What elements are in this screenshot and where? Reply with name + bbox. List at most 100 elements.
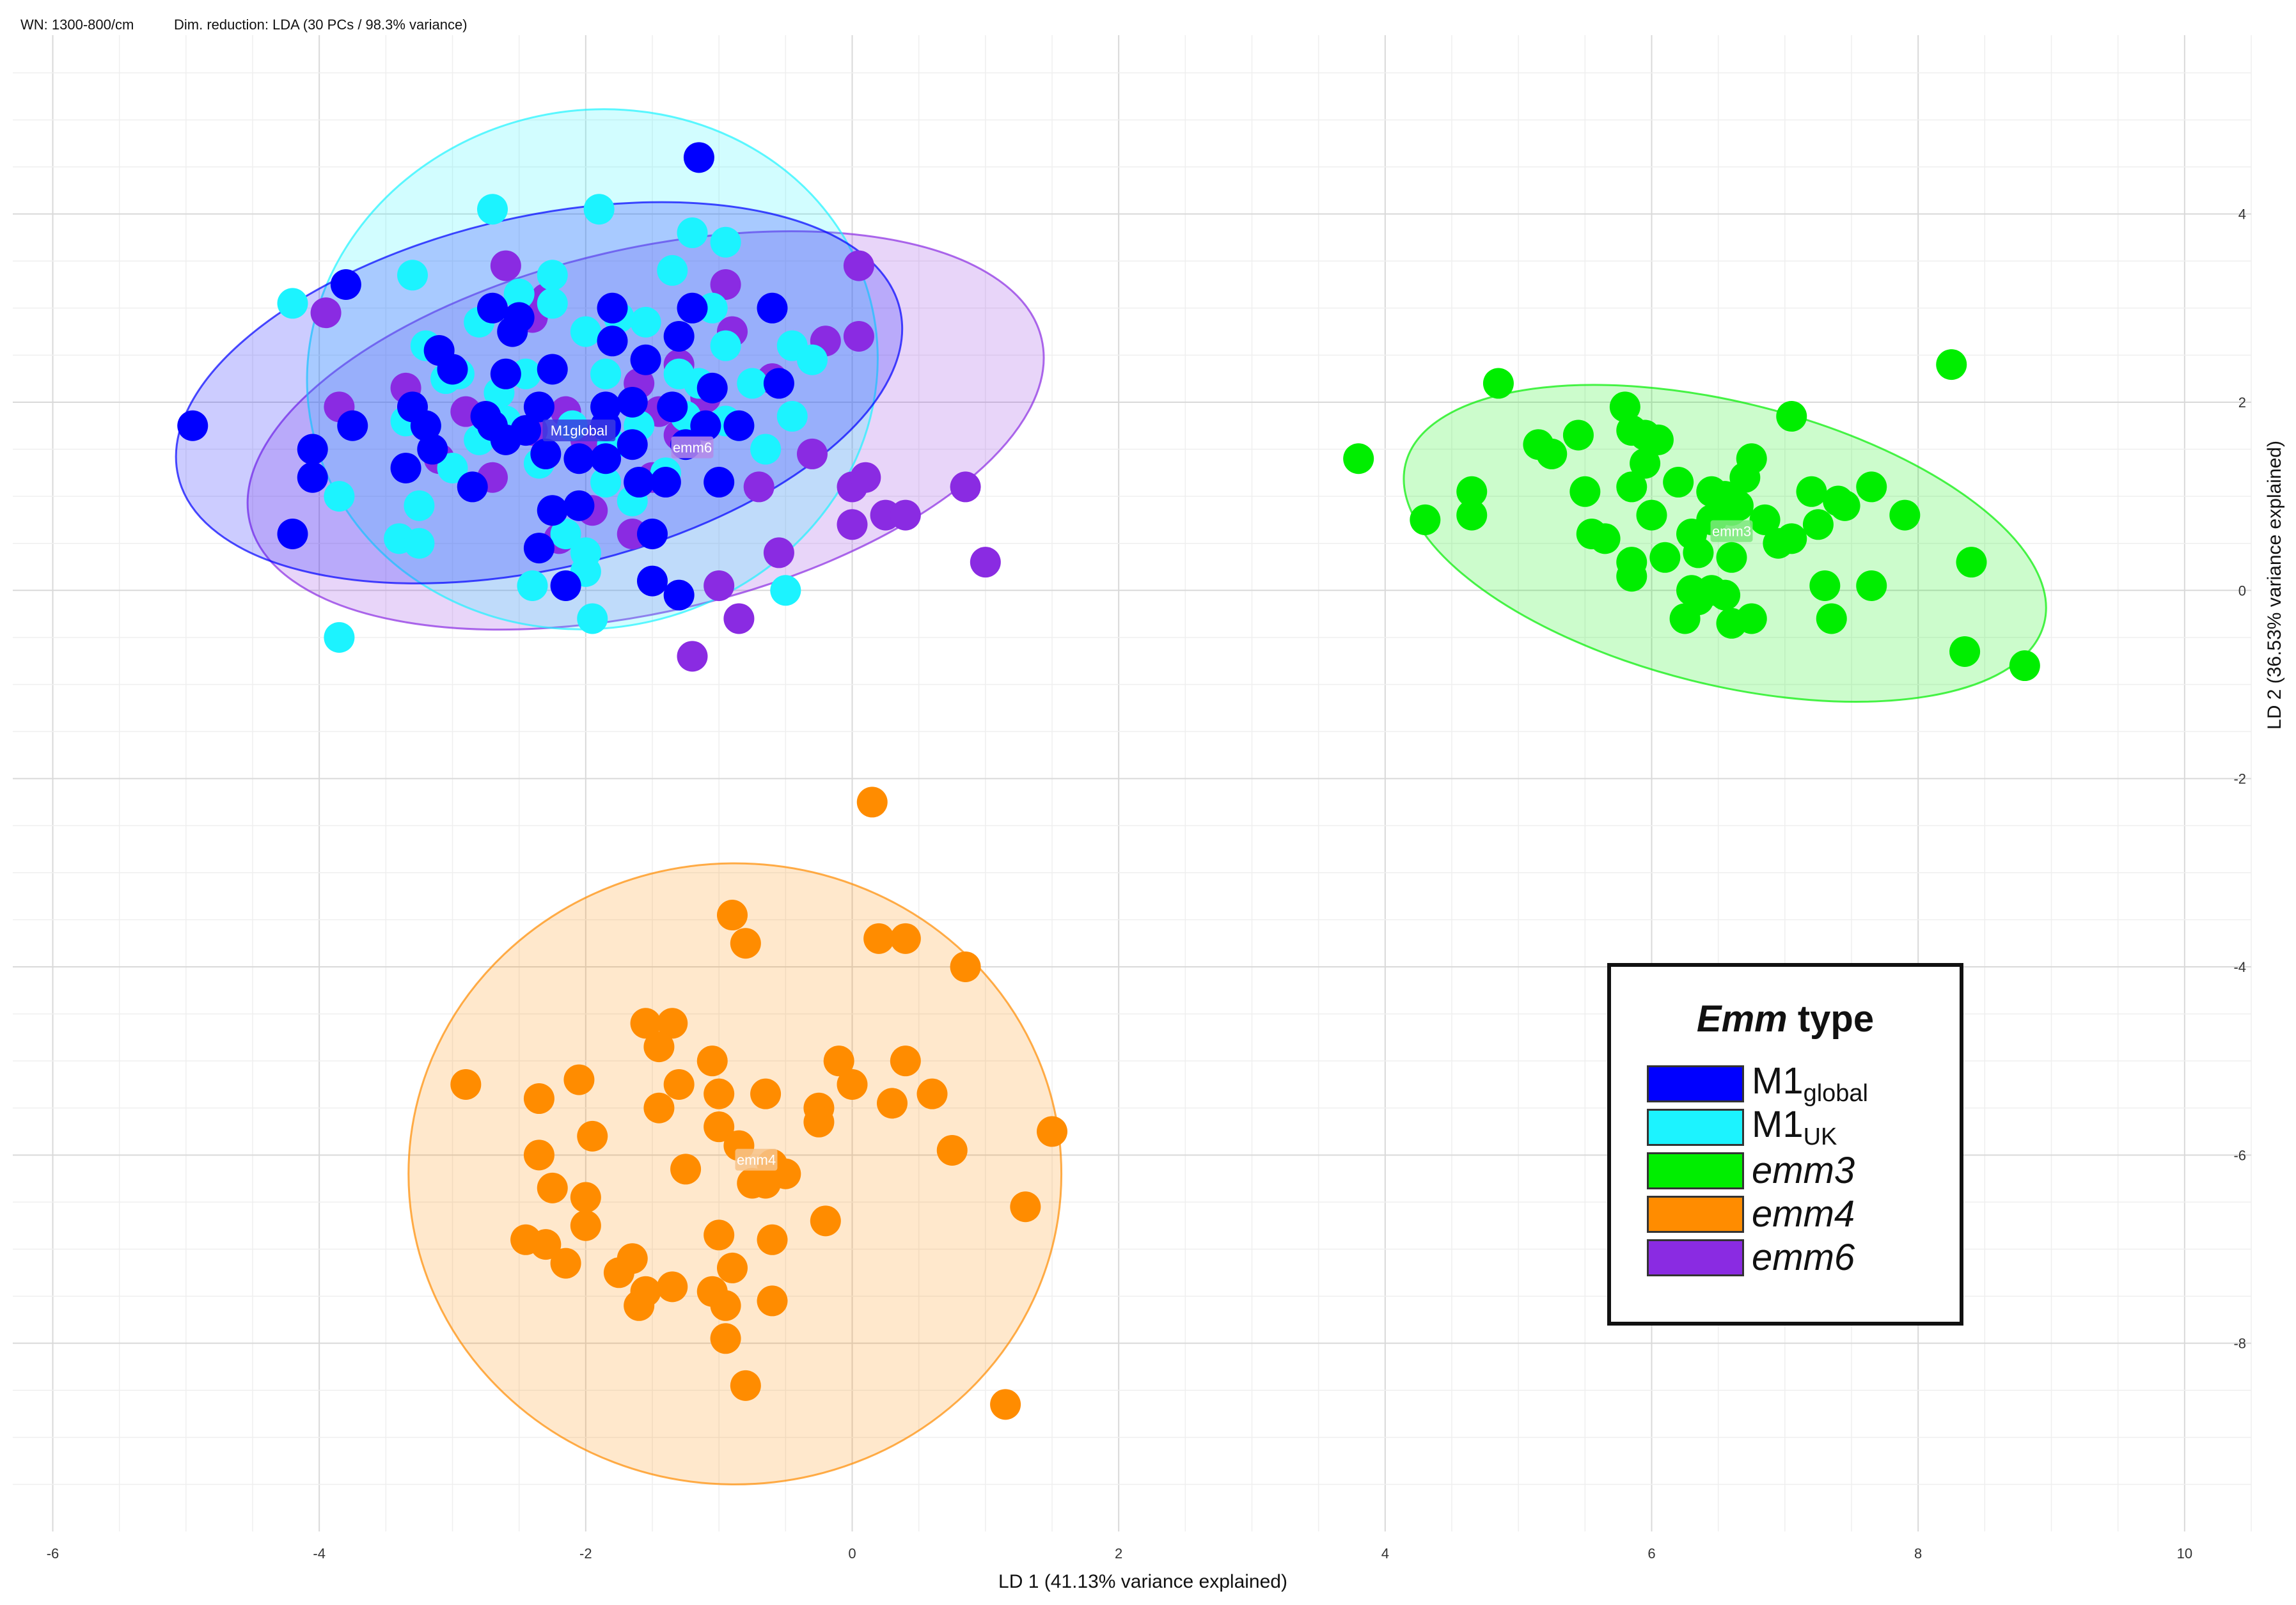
point-emm3 [1669,603,1701,634]
point-m1global [297,434,328,465]
point-emm3 [1710,579,1741,611]
legend: Emm type M1global M1UK emm3 emm4 emm6 [1607,963,1963,1326]
cluster-labels: M1global emm6 emm3 emm4 [542,419,1753,1171]
point-emm4 [757,1285,788,1317]
point-emm3 [1636,499,1667,531]
point-emm4 [570,1182,601,1213]
point-m1global [390,452,421,483]
point-emm6 [950,471,981,503]
point-emm4 [950,951,981,982]
point-emm3 [1802,509,1834,540]
x-tick-label: 2 [1115,1546,1122,1562]
point-emm4 [696,1045,728,1077]
point-emm4 [916,1078,948,1109]
axis-ticks: -6 -4 -2 0 2 4 6 8 10 4 2 0 -2 -4 -6 -8 [47,207,2246,1562]
x-axis-label: LD 1 (41.13% variance explained) [998,1571,1287,1592]
point-m1uk [770,575,801,606]
point-emm4 [856,787,888,818]
point-emm3 [1949,636,1981,667]
point-m1global [696,372,728,403]
point-m1global [690,410,721,441]
cluster-label-emm3: emm3 [1712,524,1751,540]
point-m1uk [630,306,661,338]
point-emm4 [750,1078,782,1109]
y-tick-label: 4 [2238,207,2246,223]
point-m1uk [590,358,622,389]
point-emm3 [1589,523,1621,554]
y-tick-label: -4 [2233,959,2246,975]
legend-title-emph: Emm [1696,998,1788,1040]
point-emm3 [1796,476,1827,507]
point-emm6 [704,570,735,601]
x-tick-label: 0 [848,1546,856,1562]
point-emm3 [1749,504,1781,535]
ellipse-emm4 [407,862,1063,1485]
point-m1global [490,358,521,389]
series-m1uk [277,194,828,653]
point-emm4 [837,1069,868,1100]
cluster-label-bg [1710,520,1753,542]
point-m1global [537,495,568,526]
legend-item-m1uk: M1UK [1647,1106,1837,1149]
point-emm3 [1456,476,1488,507]
point-emm4 [823,1045,854,1077]
point-m1global [437,354,468,385]
point-m1uk [277,288,308,319]
point-emm3 [1716,495,1747,526]
legend-item-emm6: emm6 [1647,1238,1855,1278]
point-m1uk [397,260,428,291]
point-emm4 [624,1290,655,1321]
point-emm3 [1936,349,1967,380]
y-axis-label: LD 2 (36.53% variance explained) [2264,441,2285,730]
point-m1uk [677,217,708,249]
point-m1uk [750,434,782,465]
point-emm3 [1956,547,1987,578]
wavenumber-range-label: WN: 1300-800/cm [20,17,134,33]
point-m1global [410,410,441,441]
point-emm3 [1776,401,1807,432]
point-emm4 [890,1045,921,1077]
point-emm4 [1010,1191,1041,1223]
point-emm4 [757,1224,788,1255]
point-emm4 [550,1248,581,1279]
point-emm3 [1482,368,1514,399]
point-m1uk [577,603,608,634]
point-emm6 [743,471,775,503]
point-m1uk [710,226,741,258]
point-emm3 [1630,448,1661,479]
point-m1global [683,142,714,173]
x-tick-label: 6 [1647,1546,1655,1562]
point-emm6 [710,269,741,300]
point-m1uk [710,330,741,361]
point-emm3 [1716,542,1747,573]
point-m1global [503,302,535,333]
y-tick-label: 0 [2238,583,2246,599]
point-m1global [563,443,595,474]
point-m1uk [776,401,808,432]
point-emm4 [670,1154,702,1185]
point-emm3 [1856,471,1887,503]
point-emm6 [837,509,868,540]
point-emm6 [723,603,755,634]
point-emm4 [577,1120,608,1152]
point-emm4 [523,1083,554,1115]
point-emm6 [843,250,874,281]
point-emm4 [537,1172,568,1203]
point-emm3 [1410,504,1441,535]
legend-label: emm4 [1752,1193,1855,1235]
point-m1global [597,325,628,357]
point-m1global [277,519,308,549]
point-m1uk [404,490,435,521]
point-emm6 [970,547,1001,578]
point-m1global [477,292,508,324]
point-emm4 [704,1078,735,1109]
point-m1global [763,368,794,399]
y-tick-label: 2 [2238,395,2246,411]
point-m1uk [737,368,768,399]
point-emm3 [1562,419,1594,451]
point-emm4 [570,1210,601,1241]
point-emm3 [1456,499,1488,531]
point-emm3 [1736,603,1767,634]
point-emm3 [1609,391,1640,423]
point-emm4 [990,1389,1021,1420]
